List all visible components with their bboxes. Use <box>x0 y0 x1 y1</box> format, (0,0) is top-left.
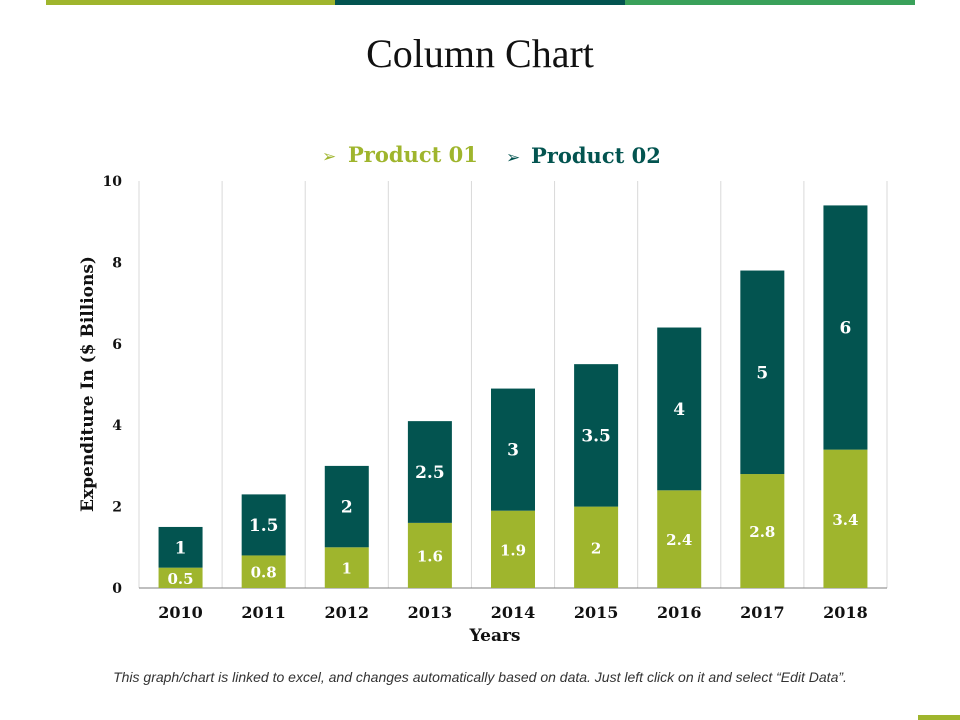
corner-accent-bar <box>918 715 960 720</box>
y-tick-label: 4 <box>112 418 122 434</box>
data-label-product01: 1 <box>342 560 352 578</box>
x-tick-label: 2017 <box>740 603 785 622</box>
legend-label-product01: Product 01 <box>348 142 478 167</box>
y-tick-label: 6 <box>112 337 122 353</box>
data-label-product01: 0.5 <box>168 570 194 588</box>
data-label-product02: 3.5 <box>581 426 611 446</box>
bar-product02[interactable] <box>158 526 203 568</box>
y-axis-title: Expenditure In ($ Billions) <box>78 256 98 512</box>
x-tick-label: 2010 <box>158 603 203 622</box>
x-tick-label: 2014 <box>491 603 536 622</box>
top-accent-bar-green <box>625 0 915 5</box>
x-tick-label: 2011 <box>241 603 286 622</box>
bar-product01[interactable] <box>324 547 369 588</box>
bar-product02[interactable] <box>740 270 785 475</box>
bar-product01[interactable] <box>823 449 868 588</box>
x-tick-label: 2013 <box>408 603 453 622</box>
bar-product02[interactable] <box>324 465 369 548</box>
bar-product02[interactable] <box>241 494 286 556</box>
bar-product01[interactable] <box>158 567 203 588</box>
data-label-product02: 1 <box>175 538 187 558</box>
bar-product02[interactable] <box>407 421 452 523</box>
data-label-product02: 5 <box>756 363 768 383</box>
bar-product02[interactable] <box>657 327 702 491</box>
y-tick-label: 8 <box>112 255 122 271</box>
bar-product02[interactable] <box>574 364 619 507</box>
data-label-product02: 2 <box>341 498 353 518</box>
y-tick-label: 2 <box>112 500 122 516</box>
bar-product01[interactable] <box>740 474 785 588</box>
x-tick-label: 2018 <box>823 603 868 622</box>
data-label-product01: 1.6 <box>417 547 443 565</box>
data-label-product01: 2.8 <box>749 523 775 541</box>
x-tick-label: 2016 <box>657 603 702 622</box>
data-label-product02: 2.5 <box>415 463 445 483</box>
data-label-product02: 3 <box>507 441 519 461</box>
bar-product01[interactable] <box>407 522 452 588</box>
data-label-product02: 1.5 <box>249 516 279 536</box>
legend-label-product02: Product 02 <box>531 143 661 168</box>
bar-product01[interactable] <box>657 490 702 588</box>
data-label-product01: 3.4 <box>832 511 858 529</box>
data-label-product02: 6 <box>840 319 852 339</box>
data-label-product01: 2 <box>591 539 601 557</box>
data-label-product02: 4 <box>673 400 685 420</box>
footnote: This graph/chart is linked to excel, and… <box>113 669 847 685</box>
y-tick-label: 0 <box>112 581 122 597</box>
top-accent-bar-teal <box>335 0 625 5</box>
data-label-product01: 1.9 <box>500 541 526 559</box>
top-accent-bar-olive <box>46 0 335 5</box>
data-label-product01: 0.8 <box>251 564 277 582</box>
legend-marker-icon: ➢ <box>322 147 336 167</box>
bar-product01[interactable] <box>491 510 535 588</box>
bar-product02[interactable] <box>823 205 868 450</box>
x-axis-title: Years <box>468 626 520 646</box>
x-tick-label: 2012 <box>325 603 370 622</box>
bar-product01[interactable] <box>241 555 286 588</box>
slide-title: Column Chart <box>366 31 594 76</box>
legend-marker-icon: ➢ <box>506 148 520 168</box>
data-label-product01: 2.4 <box>666 531 692 549</box>
y-tick-label: 10 <box>103 174 123 190</box>
x-tick-label: 2015 <box>574 603 619 622</box>
bar-product01[interactable] <box>574 506 619 588</box>
bar-product02[interactable] <box>491 388 535 511</box>
